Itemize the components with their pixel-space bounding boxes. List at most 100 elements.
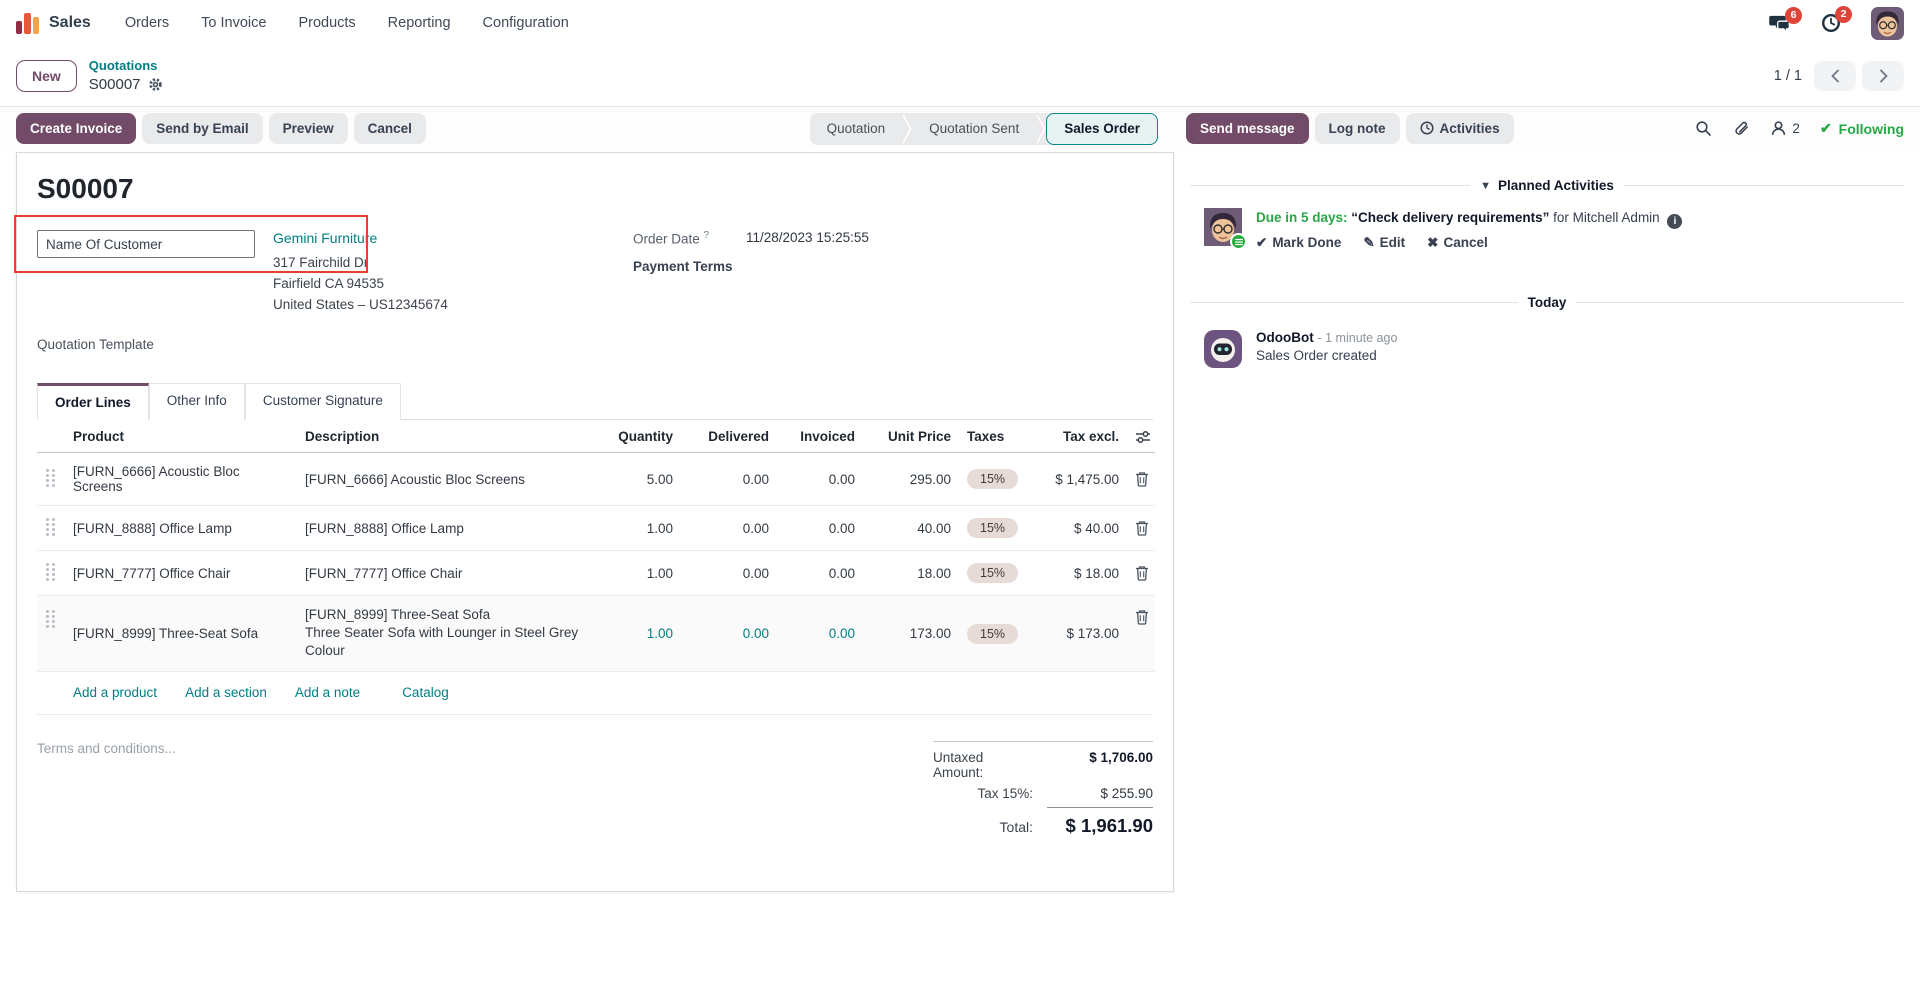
add-a-product-link[interactable]: Add a product: [73, 685, 158, 700]
status-step-quotation-sent[interactable]: Quotation Sent: [929, 121, 1020, 136]
col-unit-price[interactable]: Unit Price: [863, 420, 959, 453]
messages-badge: 6: [1785, 6, 1802, 24]
pager-previous-button[interactable]: [1814, 61, 1856, 91]
order-line-row[interactable]: [FURN_6666] Acoustic Bloc Screens [FURN_…: [37, 452, 1155, 506]
followers-count: 2: [1792, 121, 1800, 136]
tax-badge: 15%: [967, 623, 1019, 644]
new-button[interactable]: New: [16, 60, 77, 92]
order-line-row[interactable]: [FURN_8888] Office Lamp [FURN_8888] Offi…: [37, 505, 1155, 551]
activity-user-avatar[interactable]: [1204, 208, 1242, 246]
activity-assignee: for Mitchell Admin: [1553, 210, 1660, 225]
col-delivered[interactable]: Delivered: [681, 420, 777, 453]
col-quantity[interactable]: Quantity: [597, 420, 681, 453]
tab-order-lines[interactable]: Order Lines: [37, 383, 149, 420]
nav-item-configuration[interactable]: Configuration: [482, 15, 569, 31]
add-a-section-link[interactable]: Add a section: [185, 685, 267, 700]
planned-activities-divider: ▼ Planned Activities: [1190, 178, 1904, 193]
chatter-panel: ▼ Planned Activities: [1174, 150, 1920, 368]
tab-other-info[interactable]: Other Info: [148, 383, 245, 420]
help-icon: ?: [703, 230, 710, 241]
order-line-row[interactable]: [FURN_7777] Office Chair [FURN_7777] Off…: [37, 550, 1155, 596]
clock-icon: [1420, 121, 1434, 135]
attachments-icon[interactable]: [1732, 120, 1750, 138]
statusbar: Quotation Quotation Sent Sales Order: [809, 112, 1158, 145]
user-avatar[interactable]: [1871, 6, 1904, 40]
message-author[interactable]: OdooBot: [1256, 329, 1314, 345]
delete-row-icon[interactable]: [1135, 520, 1148, 536]
sales-order-sheet: S00007 Gemini Furniture 317 Fairchild Dr…: [14, 152, 1174, 892]
cancel-activity-button[interactable]: ✖ Cancel: [1427, 234, 1488, 250]
activity-summary: “Check delivery requirements”: [1351, 210, 1550, 225]
customer-link[interactable]: Gemini Furniture: [273, 230, 378, 246]
drag-handle-icon[interactable]: [45, 468, 55, 487]
add-a-note-link[interactable]: Add a note: [294, 685, 361, 700]
preview-button[interactable]: Preview: [268, 113, 348, 144]
following-toggle[interactable]: ✔ Following: [1819, 120, 1904, 137]
order-line-row-selected[interactable]: [FURN_8999] Three-Seat Sofa [FURN_8999] …: [37, 595, 1155, 672]
col-product[interactable]: Product: [65, 420, 297, 453]
odoo-apps-icon[interactable]: [16, 12, 39, 34]
breadcrumb: Quotations S00007: [89, 58, 163, 94]
tab-customer-signature[interactable]: Customer Signature: [244, 383, 401, 420]
catalog-link[interactable]: Catalog: [402, 685, 449, 700]
followers-icon[interactable]: 2: [1770, 120, 1800, 137]
gear-icon[interactable]: [148, 77, 163, 92]
send-by-email-button[interactable]: Send by Email: [142, 113, 263, 144]
cancel-button[interactable]: Cancel: [353, 113, 426, 144]
activities-button[interactable]: Activities: [1405, 113, 1514, 144]
status-step-quotation[interactable]: Quotation: [826, 121, 886, 136]
order-title: S00007: [37, 173, 134, 204]
activities-clock-icon[interactable]: 2: [1821, 6, 1852, 33]
activities-badge: 2: [1835, 6, 1852, 23]
log-note-button[interactable]: Log note: [1314, 113, 1400, 144]
col-invoiced[interactable]: Invoiced: [777, 420, 863, 453]
order-date-value[interactable]: 11/28/2023 15:25:55: [746, 230, 869, 245]
status-separator-icon: [902, 114, 912, 144]
col-tax-excl[interactable]: Tax excl.: [1031, 420, 1127, 453]
delete-row-icon[interactable]: [1135, 471, 1148, 487]
messages-icon[interactable]: 6: [1768, 6, 1802, 33]
optional-columns-icon[interactable]: [1127, 420, 1155, 453]
total-value: $ 1,961.90: [1047, 807, 1153, 837]
app-name[interactable]: Sales: [49, 14, 91, 31]
control-strip: Create Invoice Send by Email Preview Can…: [0, 106, 1920, 150]
nav-item-to-invoice[interactable]: To Invoice: [201, 15, 267, 31]
status-step-sales-order[interactable]: Sales Order: [1046, 112, 1158, 145]
drag-handle-icon[interactable]: [45, 609, 55, 628]
order-lines-table: Product Description Quantity Delivered I…: [37, 420, 1155, 672]
untaxed-amount-value: $ 1,706.00: [1089, 750, 1153, 765]
col-taxes[interactable]: Taxes: [959, 420, 1031, 453]
edit-activity-button[interactable]: ✎ Edit: [1363, 234, 1406, 250]
breadcrumb-row: New Quotations S00007 1 / 1: [0, 46, 1920, 106]
breadcrumb-current: S00007: [88, 75, 141, 93]
send-message-button[interactable]: Send message: [1186, 113, 1309, 144]
today-label: Today: [1527, 294, 1567, 310]
quotation-template-label[interactable]: Quotation Template: [37, 337, 154, 352]
info-icon[interactable]: i: [1667, 213, 1683, 229]
nav-item-reporting[interactable]: Reporting: [387, 15, 451, 31]
chevron-down-icon: ▼: [1480, 179, 1492, 192]
total-label: Total:: [999, 819, 1033, 835]
tax-badge: 15%: [967, 469, 1019, 489]
delete-row-icon[interactable]: [1135, 565, 1148, 581]
nav-item-products[interactable]: Products: [298, 15, 356, 31]
create-invoice-button[interactable]: Create Invoice: [16, 113, 137, 144]
customer-name-input[interactable]: [37, 230, 255, 258]
delete-row-icon[interactable]: [1135, 609, 1148, 625]
pager-next-button[interactable]: [1862, 61, 1904, 91]
terms-placeholder[interactable]: Terms and conditions...: [37, 741, 176, 756]
drag-handle-icon[interactable]: [45, 562, 55, 581]
search-messages-icon[interactable]: [1695, 120, 1712, 137]
nav-item-orders[interactable]: Orders: [124, 15, 170, 31]
x-icon: ✖: [1427, 234, 1439, 250]
drag-handle-icon[interactable]: [45, 517, 55, 536]
activity-item: Due in 5 days: “Check delivery requireme…: [1190, 193, 1904, 251]
status-separator-icon: [1036, 114, 1046, 144]
message-time: - 1 minute ago: [1317, 330, 1398, 345]
pager-count: 1 / 1: [1773, 68, 1802, 84]
tax-badge: 15%: [967, 563, 1019, 583]
planned-activities-toggle[interactable]: ▼ Planned Activities: [1480, 178, 1614, 193]
col-description[interactable]: Description: [297, 420, 597, 453]
mark-done-button[interactable]: ✔ Mark Done: [1256, 234, 1342, 250]
breadcrumb-quotations[interactable]: Quotations: [88, 57, 158, 73]
